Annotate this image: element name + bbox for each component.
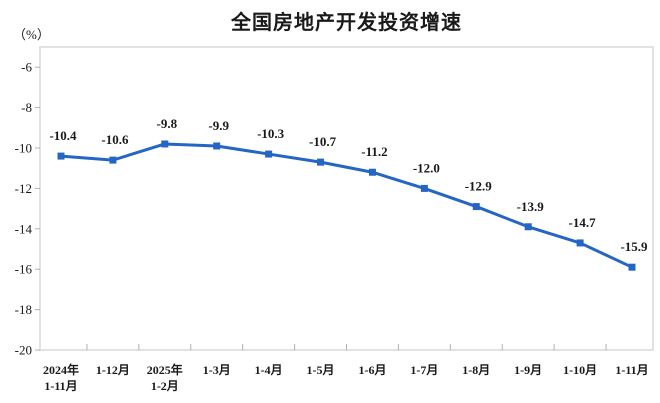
x-axis-category-label: 1-3月 [203, 363, 231, 377]
x-axis-category-label: 1-11月 [615, 363, 648, 377]
y-axis-tick-label: -20 [15, 343, 32, 358]
data-point-label: -13.9 [517, 199, 545, 214]
x-axis-category-label: 1-10月 [563, 363, 597, 377]
data-point-label: -10.4 [49, 128, 77, 143]
data-point-label: -10.3 [257, 126, 285, 141]
x-axis-category-label: 1-6月 [358, 363, 386, 377]
x-axis-category-label: 1-8月 [462, 363, 490, 377]
x-axis-category-label: 2024年 1-11月 [43, 362, 79, 393]
y-axis-tick-label: -14 [15, 221, 33, 236]
data-point-marker [57, 152, 65, 160]
y-axis-unit-label: （%） [13, 27, 50, 42]
x-axis-category-label: 1-5月 [307, 363, 335, 377]
data-point-marker [109, 156, 117, 164]
data-point-marker [420, 184, 428, 192]
series-line [59, 142, 634, 269]
plot-area-border [39, 46, 654, 351]
data-point-marker [368, 168, 376, 176]
data-point-label: -14.7 [569, 215, 597, 230]
data-point-label: -12.0 [413, 160, 440, 175]
y-axis-tick-label: -12 [15, 181, 32, 196]
data-point-marker [213, 142, 221, 150]
data-point-label: -15.9 [620, 239, 648, 254]
data-point-marker [317, 158, 325, 166]
y-axis-tick-label: -6 [21, 60, 32, 75]
data-point-label: -10.6 [101, 132, 129, 147]
y-axis-tick-label: -16 [15, 262, 33, 277]
data-point-label: -11.2 [361, 144, 387, 159]
data-point-label: -10.7 [309, 134, 337, 149]
x-axis-category-label: 2025年 1-2月 [147, 362, 183, 393]
data-point-label: -9.9 [208, 118, 229, 133]
y-axis-tick-label: -8 [21, 100, 32, 115]
data-point-marker [472, 203, 480, 211]
y-axis-tick-label: -10 [15, 141, 32, 156]
data-point-marker [576, 239, 584, 247]
y-axis-tick-label: -18 [15, 302, 32, 317]
data-point-label: -12.9 [465, 179, 493, 194]
data-point-marker [265, 150, 273, 158]
x-axis-category-label: 1-4月 [255, 363, 283, 377]
data-point-marker [524, 223, 532, 231]
data-point-label: -9.8 [157, 116, 178, 131]
x-axis-category-label: 1-9月 [514, 363, 542, 377]
chart-title: 全国房地产开发投资增速 [231, 12, 462, 34]
x-axis-category-label: 1-7月 [410, 363, 438, 377]
data-point-marker [628, 263, 636, 271]
data-point-marker [161, 140, 169, 148]
x-axis-category-label: 1-12月 [96, 363, 130, 377]
